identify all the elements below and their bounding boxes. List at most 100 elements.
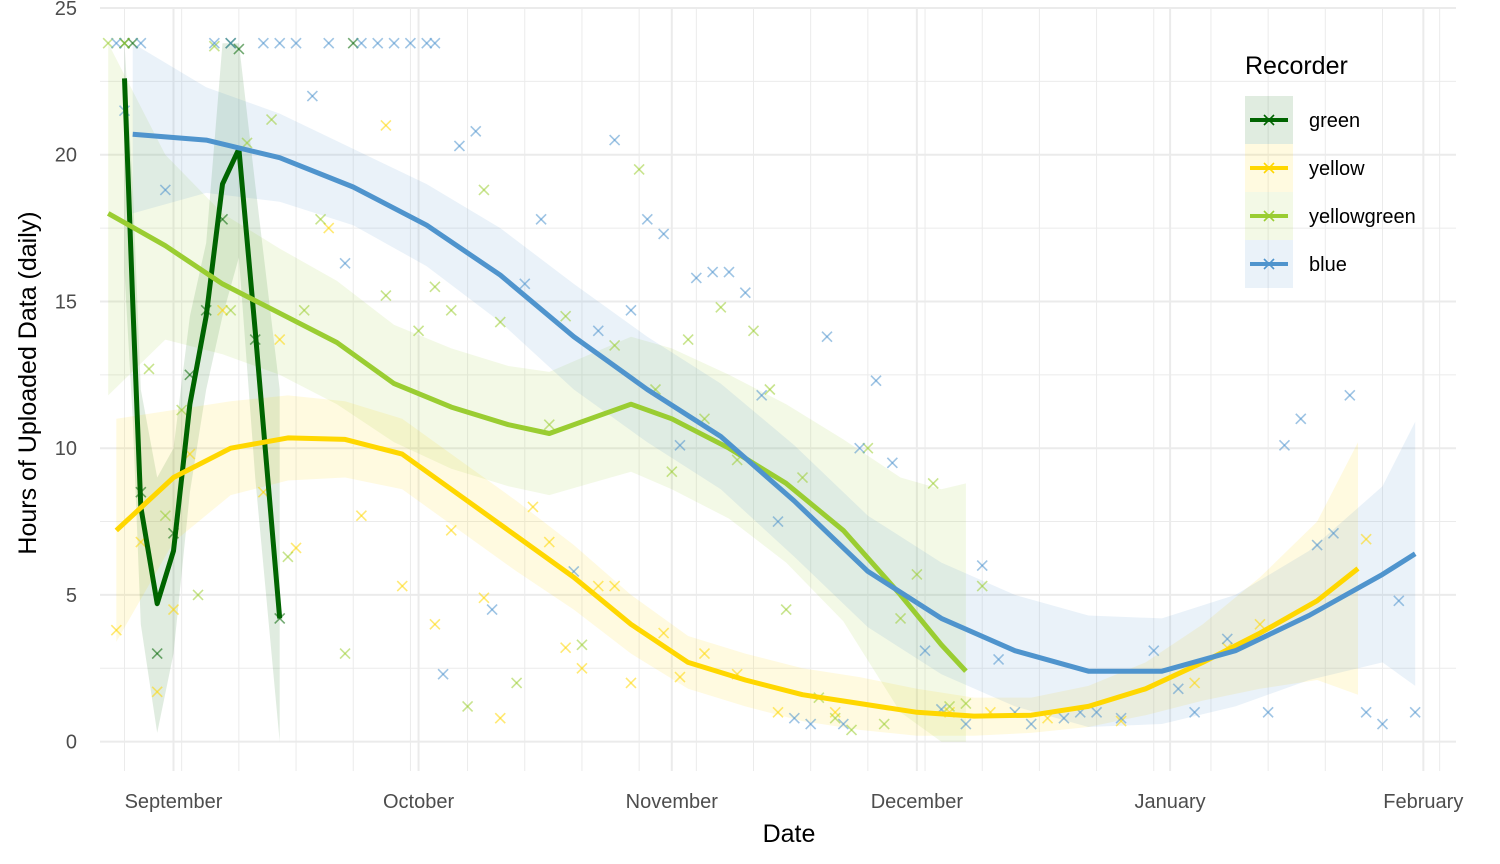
data-point-blue: [339, 257, 351, 269]
data-point-yellowgreen: [208, 40, 220, 52]
legend-key-cross: [1263, 258, 1275, 270]
data-point-yellowgreen: [339, 648, 351, 660]
data-point-blue: [110, 37, 122, 49]
data-point-yellow: [576, 662, 588, 674]
data-point-blue: [723, 266, 735, 278]
data-point-yellowgreen: [747, 325, 760, 337]
data-point-blue: [609, 134, 621, 146]
data-point-yellow: [1360, 533, 1372, 545]
data-point-blue: [976, 560, 988, 572]
data-point-blue: [323, 37, 335, 49]
data-point-yellow: [380, 119, 392, 131]
smooth-line-yellowgreen: [106, 211, 968, 673]
data-point-blue: [821, 331, 833, 343]
data-point-yellowgreen: [543, 419, 555, 431]
data-point-blue: [388, 37, 400, 49]
data-point-blue: [453, 140, 465, 152]
legend-label: green: [1309, 110, 1360, 132]
y-tick-label: 10: [55, 438, 77, 460]
data-point-yellowgreen: [878, 718, 890, 730]
data-point-yellow: [592, 580, 604, 592]
data-point-yellowgreen: [796, 471, 809, 484]
legend-key-cross: [1263, 210, 1275, 222]
smooth-line-green: [122, 78, 283, 619]
data-point-blue: [788, 712, 800, 724]
data-point-blue: [1327, 527, 1340, 539]
smooth-line-yellow: [114, 435, 1360, 719]
smooth-lines: [106, 78, 1417, 719]
data-point-blue: [1148, 645, 1160, 657]
data-point-blue: [1360, 706, 1372, 718]
data-point-blue: [625, 304, 637, 316]
data-point-yellowgreen: [478, 184, 490, 196]
data-point-yellow: [674, 671, 686, 683]
data-point-blue: [437, 668, 449, 680]
data-point-blue: [1025, 718, 1037, 730]
data-point-yellowgreen: [102, 37, 114, 49]
data-point-blue: [592, 325, 604, 337]
data-point-blue: [919, 645, 931, 657]
data-point-blue: [1091, 706, 1103, 718]
data-point-yellowgreen: [576, 639, 588, 651]
data-point-yellowgreen: [862, 442, 874, 454]
confidence-band-blue: [132, 43, 1416, 727]
legend-label: yellowgreen: [1309, 206, 1416, 228]
data-point-yellowgreen: [911, 568, 923, 580]
data-point-blue: [306, 90, 318, 102]
data-point-yellow: [167, 604, 180, 616]
data-point-yellowgreen: [413, 325, 425, 337]
data-point-blue: [1189, 706, 1201, 718]
data-point-yellow: [478, 592, 490, 604]
data-point-blue: [739, 287, 751, 299]
data-point-blue: [1221, 633, 1233, 645]
legend-key-cross: [1263, 114, 1275, 126]
data-point-yellow: [1254, 618, 1266, 630]
legend-keys: green yellow yellowgreen blue: [1245, 96, 1416, 288]
legend-item-green: green: [1245, 96, 1360, 144]
data-point-blue: [641, 213, 653, 225]
confidence-band-yellow: [116, 395, 1358, 736]
data-point-yellow: [772, 706, 784, 718]
data-point-yellow: [560, 642, 572, 654]
data-point-yellow: [151, 686, 163, 698]
data-point-blue: [1409, 706, 1421, 718]
data-point-blue: [519, 278, 531, 290]
data-point-yellowgreen: [380, 290, 392, 302]
data-point-blue: [1115, 712, 1127, 724]
legend-key-cross: [1263, 162, 1275, 174]
data-point-yellowgreen: [715, 301, 727, 313]
data-point-blue: [404, 37, 416, 49]
data-point-yellowgreen: [633, 163, 645, 175]
data-point-yellowgreen: [560, 310, 572, 322]
data-point-yellow: [216, 304, 229, 316]
data-point-blue: [372, 37, 384, 49]
data-point-blue: [1058, 712, 1070, 724]
data-point-green: [233, 43, 245, 55]
confidence-band-yellowgreen: [108, 43, 966, 742]
data-point-blue: [257, 37, 269, 49]
data-point-blue: [1262, 706, 1274, 718]
data-point-green: [151, 648, 163, 660]
data-point-yellow: [445, 524, 457, 536]
y-tick-label: 0: [66, 732, 77, 754]
data-point-blue: [135, 37, 147, 49]
data-point-blue: [707, 266, 719, 278]
data-point-blue: [208, 37, 220, 49]
data-point-blue: [1393, 595, 1405, 607]
data-point-blue: [658, 228, 670, 240]
x-tick-label: November: [626, 791, 719, 813]
data-point-blue: [992, 653, 1005, 666]
data-point-yellowgreen: [282, 551, 294, 563]
data-point-blue: [355, 37, 367, 49]
data-point-yellow: [396, 580, 408, 592]
data-point-blue: [837, 718, 849, 730]
data-point-yellow: [1115, 715, 1127, 727]
data-point-yellow: [698, 648, 711, 660]
x-axis-title: Date: [763, 820, 816, 848]
data-point-yellowgreen: [511, 677, 523, 689]
data-point-blue: [805, 718, 817, 730]
legend-item-yellow: yellow: [1245, 144, 1365, 192]
data-point-green: [347, 37, 359, 49]
data-point-yellow: [625, 677, 637, 689]
